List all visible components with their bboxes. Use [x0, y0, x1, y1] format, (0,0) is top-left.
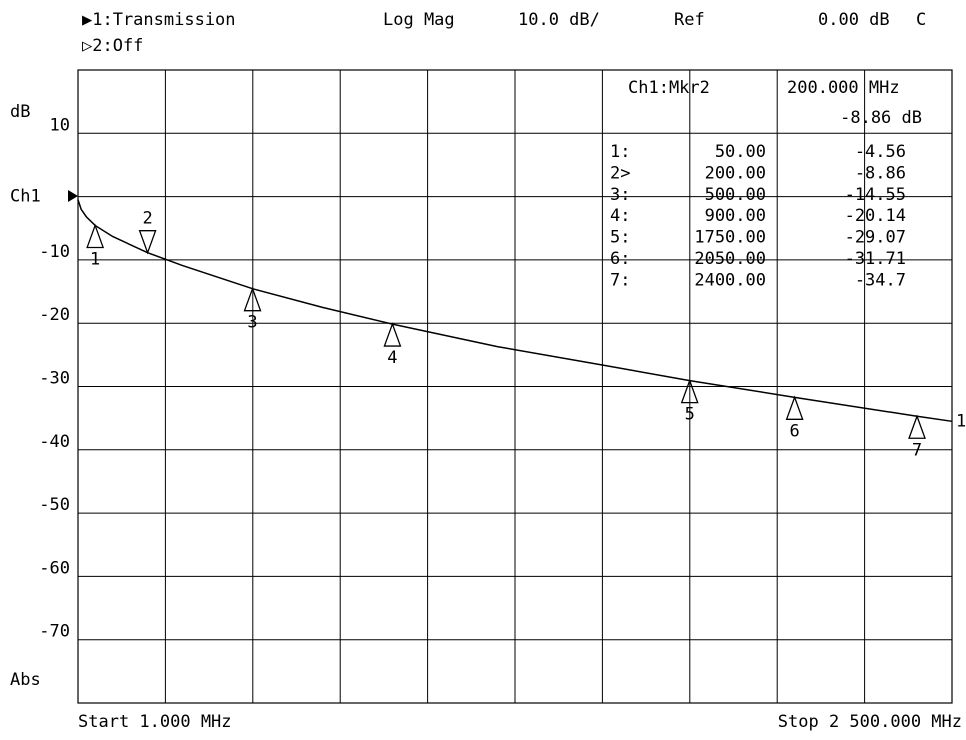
start-label: Start 1.000 MHz — [78, 712, 232, 732]
channel1-label: ▶1:Transmission — [82, 10, 236, 30]
y-tick-label: -30 — [39, 369, 70, 389]
marker-x: 2050.00 — [694, 249, 766, 269]
marker — [908, 414, 926, 439]
flag: C — [916, 10, 926, 30]
marker-prefix: 2> — [610, 163, 630, 183]
y-unit: dB — [10, 102, 30, 122]
channel2-label: ▷2:Off — [82, 36, 143, 56]
marker-name: 4 — [387, 348, 397, 368]
marker-x-readout: 200.000 MHz — [787, 78, 900, 98]
y-bottom-label: Abs — [10, 670, 41, 690]
marker-prefix: 3: — [610, 185, 630, 205]
marker-value: -34.7 — [855, 270, 906, 290]
marker — [243, 286, 262, 312]
marker-prefix: 7: — [610, 270, 630, 290]
marker-value: -29.07 — [845, 228, 906, 248]
marker-prefix: 6: — [610, 249, 630, 269]
trace — [77, 199, 953, 423]
marker-value: -20.14 — [845, 206, 906, 226]
marker-value: -31.71 — [845, 249, 906, 269]
y-tick-label: -60 — [39, 558, 70, 578]
marker-prefix: 4: — [610, 206, 630, 226]
y-tick-label: -10 — [39, 242, 70, 262]
marker — [680, 378, 699, 404]
marker-prefix: 1: — [610, 142, 630, 162]
marker-value: -8.86 — [855, 163, 906, 183]
marker-name: 7 — [912, 440, 922, 460]
trace-label: 1 — [956, 411, 966, 431]
marker-name: 6 — [789, 421, 799, 441]
marker-name: 2 — [142, 209, 152, 229]
marker — [785, 395, 804, 420]
ref-pointer — [68, 190, 78, 202]
marker-value: -4.56 — [855, 142, 906, 162]
marker-x: 2400.00 — [694, 270, 766, 290]
marker-name: 5 — [685, 405, 695, 425]
format-label: Log Mag — [383, 10, 455, 30]
marker-value: -14.55 — [845, 185, 906, 205]
marker-value-readout: -8.86 dB — [840, 108, 922, 128]
y-tick-label: -70 — [39, 622, 70, 642]
marker-x: 50.00 — [715, 142, 766, 162]
marker-x: 200.00 — [705, 163, 766, 183]
marker-prefix: 5: — [610, 228, 630, 248]
y-tick-label: 10 — [50, 115, 70, 135]
marker-x: 500.00 — [705, 185, 766, 205]
stop-label: Stop 2 500.000 MHz — [778, 712, 962, 732]
marker — [86, 223, 105, 249]
marker-title: Ch1:Mkr2 — [628, 78, 710, 98]
y-tick-label: Ch1 — [10, 187, 41, 207]
marker-name: 3 — [247, 313, 257, 333]
scale-label: 10.0 dB/ — [518, 10, 600, 30]
y-tick-label: -50 — [39, 495, 70, 515]
marker — [383, 322, 402, 347]
y-tick-label: -20 — [39, 305, 70, 325]
marker-name: 1 — [90, 249, 100, 269]
y-tick-label: -40 — [39, 432, 70, 452]
marker-x: 900.00 — [705, 206, 766, 226]
ref-title: Ref — [674, 10, 705, 30]
ref-value: 0.00 dB — [818, 10, 890, 30]
marker-x: 1750.00 — [694, 228, 766, 248]
marker — [138, 230, 157, 255]
